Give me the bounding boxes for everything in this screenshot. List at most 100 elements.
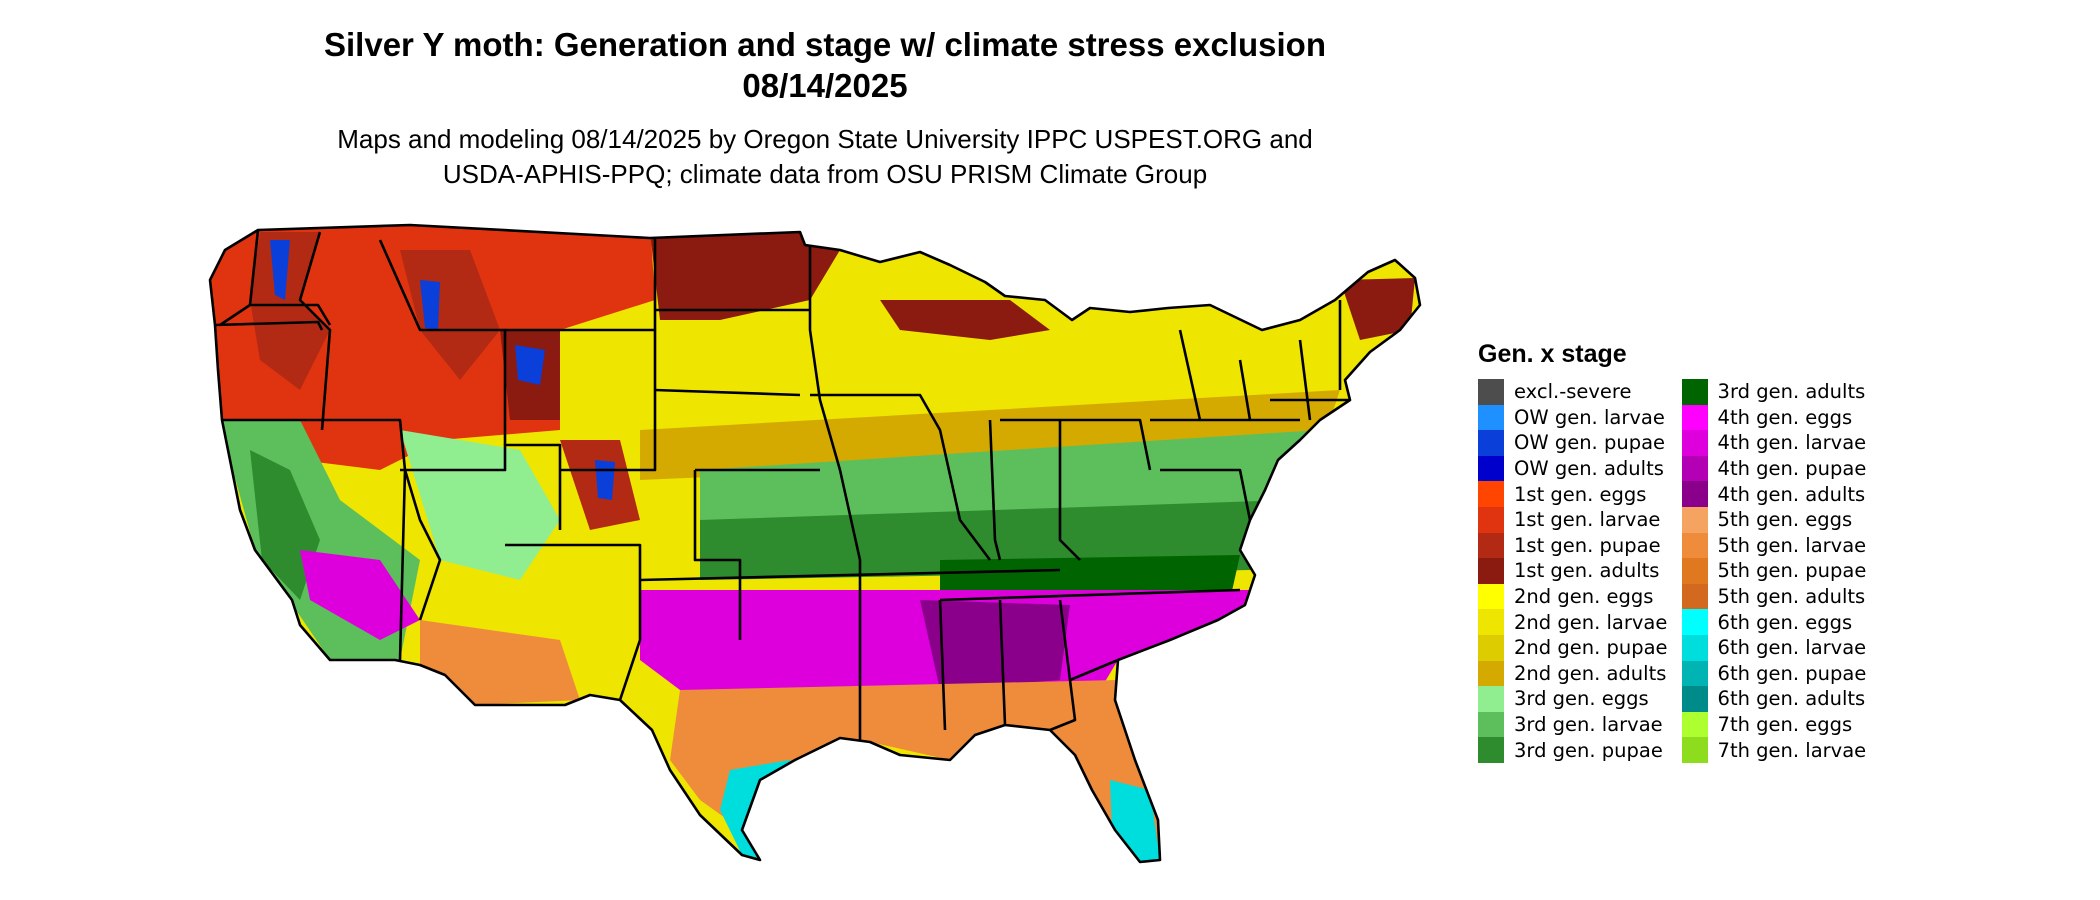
legend-item: 2nd gen. pupae — [1478, 634, 1668, 661]
legend-swatch — [1478, 737, 1504, 763]
legend-item: 6th gen. adults — [1681, 686, 1867, 712]
legend-item: 2nd gen. adults — [1478, 660, 1668, 687]
legend-item: 6th gen. larvae — [1681, 634, 1867, 661]
legend-swatch — [1478, 711, 1504, 738]
legend-label: 4th gen. eggs — [1717, 405, 1853, 429]
legend-item: 2nd gen. larvae — [1478, 609, 1668, 635]
legend-label: 3rd gen. eggs — [1514, 687, 1649, 711]
legend-swatch — [1681, 430, 1708, 456]
legend-item: excl.-severe — [1478, 379, 1668, 405]
map-title: Silver Y moth: Generation and stage w/ c… — [200, 24, 1450, 106]
map-title-line1: Silver Y moth: Generation and stage w/ c… — [324, 26, 1326, 63]
legend-swatch — [1478, 583, 1504, 610]
legend-swatch — [1681, 634, 1708, 661]
legend-label: 2nd gen. eggs — [1514, 585, 1654, 609]
legend-item: 1st gen. eggs — [1478, 481, 1668, 507]
legend-label: 3rd gen. adults — [1717, 380, 1866, 404]
legend-label: 5th gen. pupae — [1717, 559, 1867, 583]
legend-item: 3rd gen. adults — [1681, 379, 1867, 405]
legend-label: 6th gen. pupae — [1717, 661, 1867, 685]
legend-label: excl.-severe — [1514, 380, 1632, 404]
legend-label: 4th gen. larvae — [1717, 431, 1867, 455]
legend-swatch — [1478, 379, 1504, 405]
legend-item: 3rd gen. pupae — [1478, 737, 1668, 763]
legend-label: 1st gen. adults — [1514, 559, 1660, 583]
legend-item: OW gen. adults — [1478, 455, 1668, 482]
legend-label: 4th gen. pupae — [1717, 457, 1867, 481]
legend-swatch — [1681, 737, 1708, 763]
legend: Gen. x stage excl.-severe OW gen. larvae O… — [1478, 340, 1866, 763]
legend-swatch — [1681, 711, 1708, 738]
legend-swatch — [1681, 532, 1708, 559]
legend-label: 7th gen. larvae — [1717, 738, 1867, 762]
legend-item: 2nd gen. eggs — [1478, 583, 1668, 610]
legend-swatch — [1478, 455, 1504, 482]
legend-item: 7th gen. larvae — [1681, 737, 1867, 763]
legend-label: 6th gen. eggs — [1717, 610, 1853, 634]
legend-label: 3rd gen. pupae — [1514, 738, 1663, 762]
legend-swatch — [1681, 379, 1708, 405]
legend-item: 7th gen. eggs — [1681, 711, 1867, 738]
legend-column-left: excl.-severe OW gen. larvae OW gen. pupae O… — [1478, 379, 1668, 763]
legend-swatch — [1681, 506, 1708, 533]
map-subtitle-line1: Maps and modeling 08/14/2025 by Oregon S… — [337, 124, 1313, 154]
map-subtitle: Maps and modeling 08/14/2025 by Oregon S… — [200, 122, 1450, 192]
legend-swatch — [1681, 481, 1708, 507]
legend-swatch — [1478, 660, 1504, 687]
legend-item: 3rd gen. eggs — [1478, 686, 1668, 712]
legend-item: 1st gen. larvae — [1478, 506, 1668, 533]
legend-swatch — [1681, 609, 1708, 635]
legend-label: 7th gen. eggs — [1717, 713, 1853, 737]
legend-label: 5th gen. larvae — [1717, 533, 1867, 557]
legend-swatch — [1478, 609, 1504, 635]
legend-swatch — [1478, 430, 1504, 456]
legend-swatch — [1681, 686, 1708, 712]
legend-item: 1st gen. pupae — [1478, 532, 1668, 559]
legend-swatch — [1478, 532, 1504, 559]
legend-swatch — [1681, 558, 1708, 584]
legend-title: Gen. x stage — [1478, 340, 1627, 368]
legend-label: 2nd gen. pupae — [1514, 636, 1668, 660]
legend-swatch — [1478, 558, 1504, 584]
legend-label: 1st gen. pupae — [1514, 533, 1661, 557]
legend-swatch — [1478, 686, 1504, 712]
legend-label: 3rd gen. larvae — [1514, 713, 1663, 737]
legend-swatch — [1478, 634, 1504, 661]
legend-item: 4th gen. eggs — [1681, 404, 1867, 431]
legend-swatch — [1681, 455, 1708, 482]
us-stage-map — [208, 223, 1422, 864]
legend-column-right: 3rd gen. adults 4th gen. eggs 4th gen. lar… — [1681, 379, 1867, 763]
legend-swatch — [1681, 404, 1708, 431]
legend-item: 5th gen. larvae — [1681, 532, 1867, 559]
legend-item: 4th gen. adults — [1681, 481, 1867, 507]
legend-label: 2nd gen. larvae — [1514, 610, 1668, 634]
legend-swatch — [1681, 583, 1708, 610]
legend-swatch — [1478, 506, 1504, 533]
legend-item: 4th gen. larvae — [1681, 430, 1867, 456]
legend-item: 6th gen. pupae — [1681, 660, 1867, 687]
map-subtitle-line2: USDA-APHIS-PPQ; climate data from OSU PR… — [442, 159, 1208, 189]
legend-item: 3rd gen. larvae — [1478, 711, 1668, 738]
legend-item: OW gen. pupae — [1478, 430, 1668, 456]
legend-item: 1st gen. adults — [1478, 558, 1668, 584]
legend-item: OW gen. larvae — [1478, 404, 1668, 431]
legend-swatch — [1478, 481, 1504, 507]
legend-label: OW gen. adults — [1514, 457, 1664, 481]
legend-label: OW gen. larvae — [1514, 405, 1665, 429]
legend-label: 5th gen. eggs — [1717, 508, 1853, 532]
legend-label: 6th gen. larvae — [1717, 636, 1867, 660]
legend-label: 1st gen. eggs — [1514, 482, 1647, 506]
state-boundaries — [208, 223, 1422, 864]
legend-label: OW gen. pupae — [1514, 431, 1666, 455]
legend-item: 5th gen. eggs — [1681, 506, 1867, 533]
legend-label: 6th gen. adults — [1717, 687, 1866, 711]
map-title-date: 08/14/2025 — [742, 67, 908, 104]
legend-item: 6th gen. eggs — [1681, 609, 1867, 635]
legend-swatch — [1681, 660, 1708, 687]
legend-swatch — [1478, 404, 1504, 431]
legend-item: 5th gen. adults — [1681, 583, 1867, 610]
legend-label: 1st gen. larvae — [1514, 508, 1661, 532]
legend-label: 5th gen. adults — [1717, 585, 1866, 609]
legend-label: 2nd gen. adults — [1514, 661, 1667, 685]
legend-item: 4th gen. pupae — [1681, 455, 1867, 482]
